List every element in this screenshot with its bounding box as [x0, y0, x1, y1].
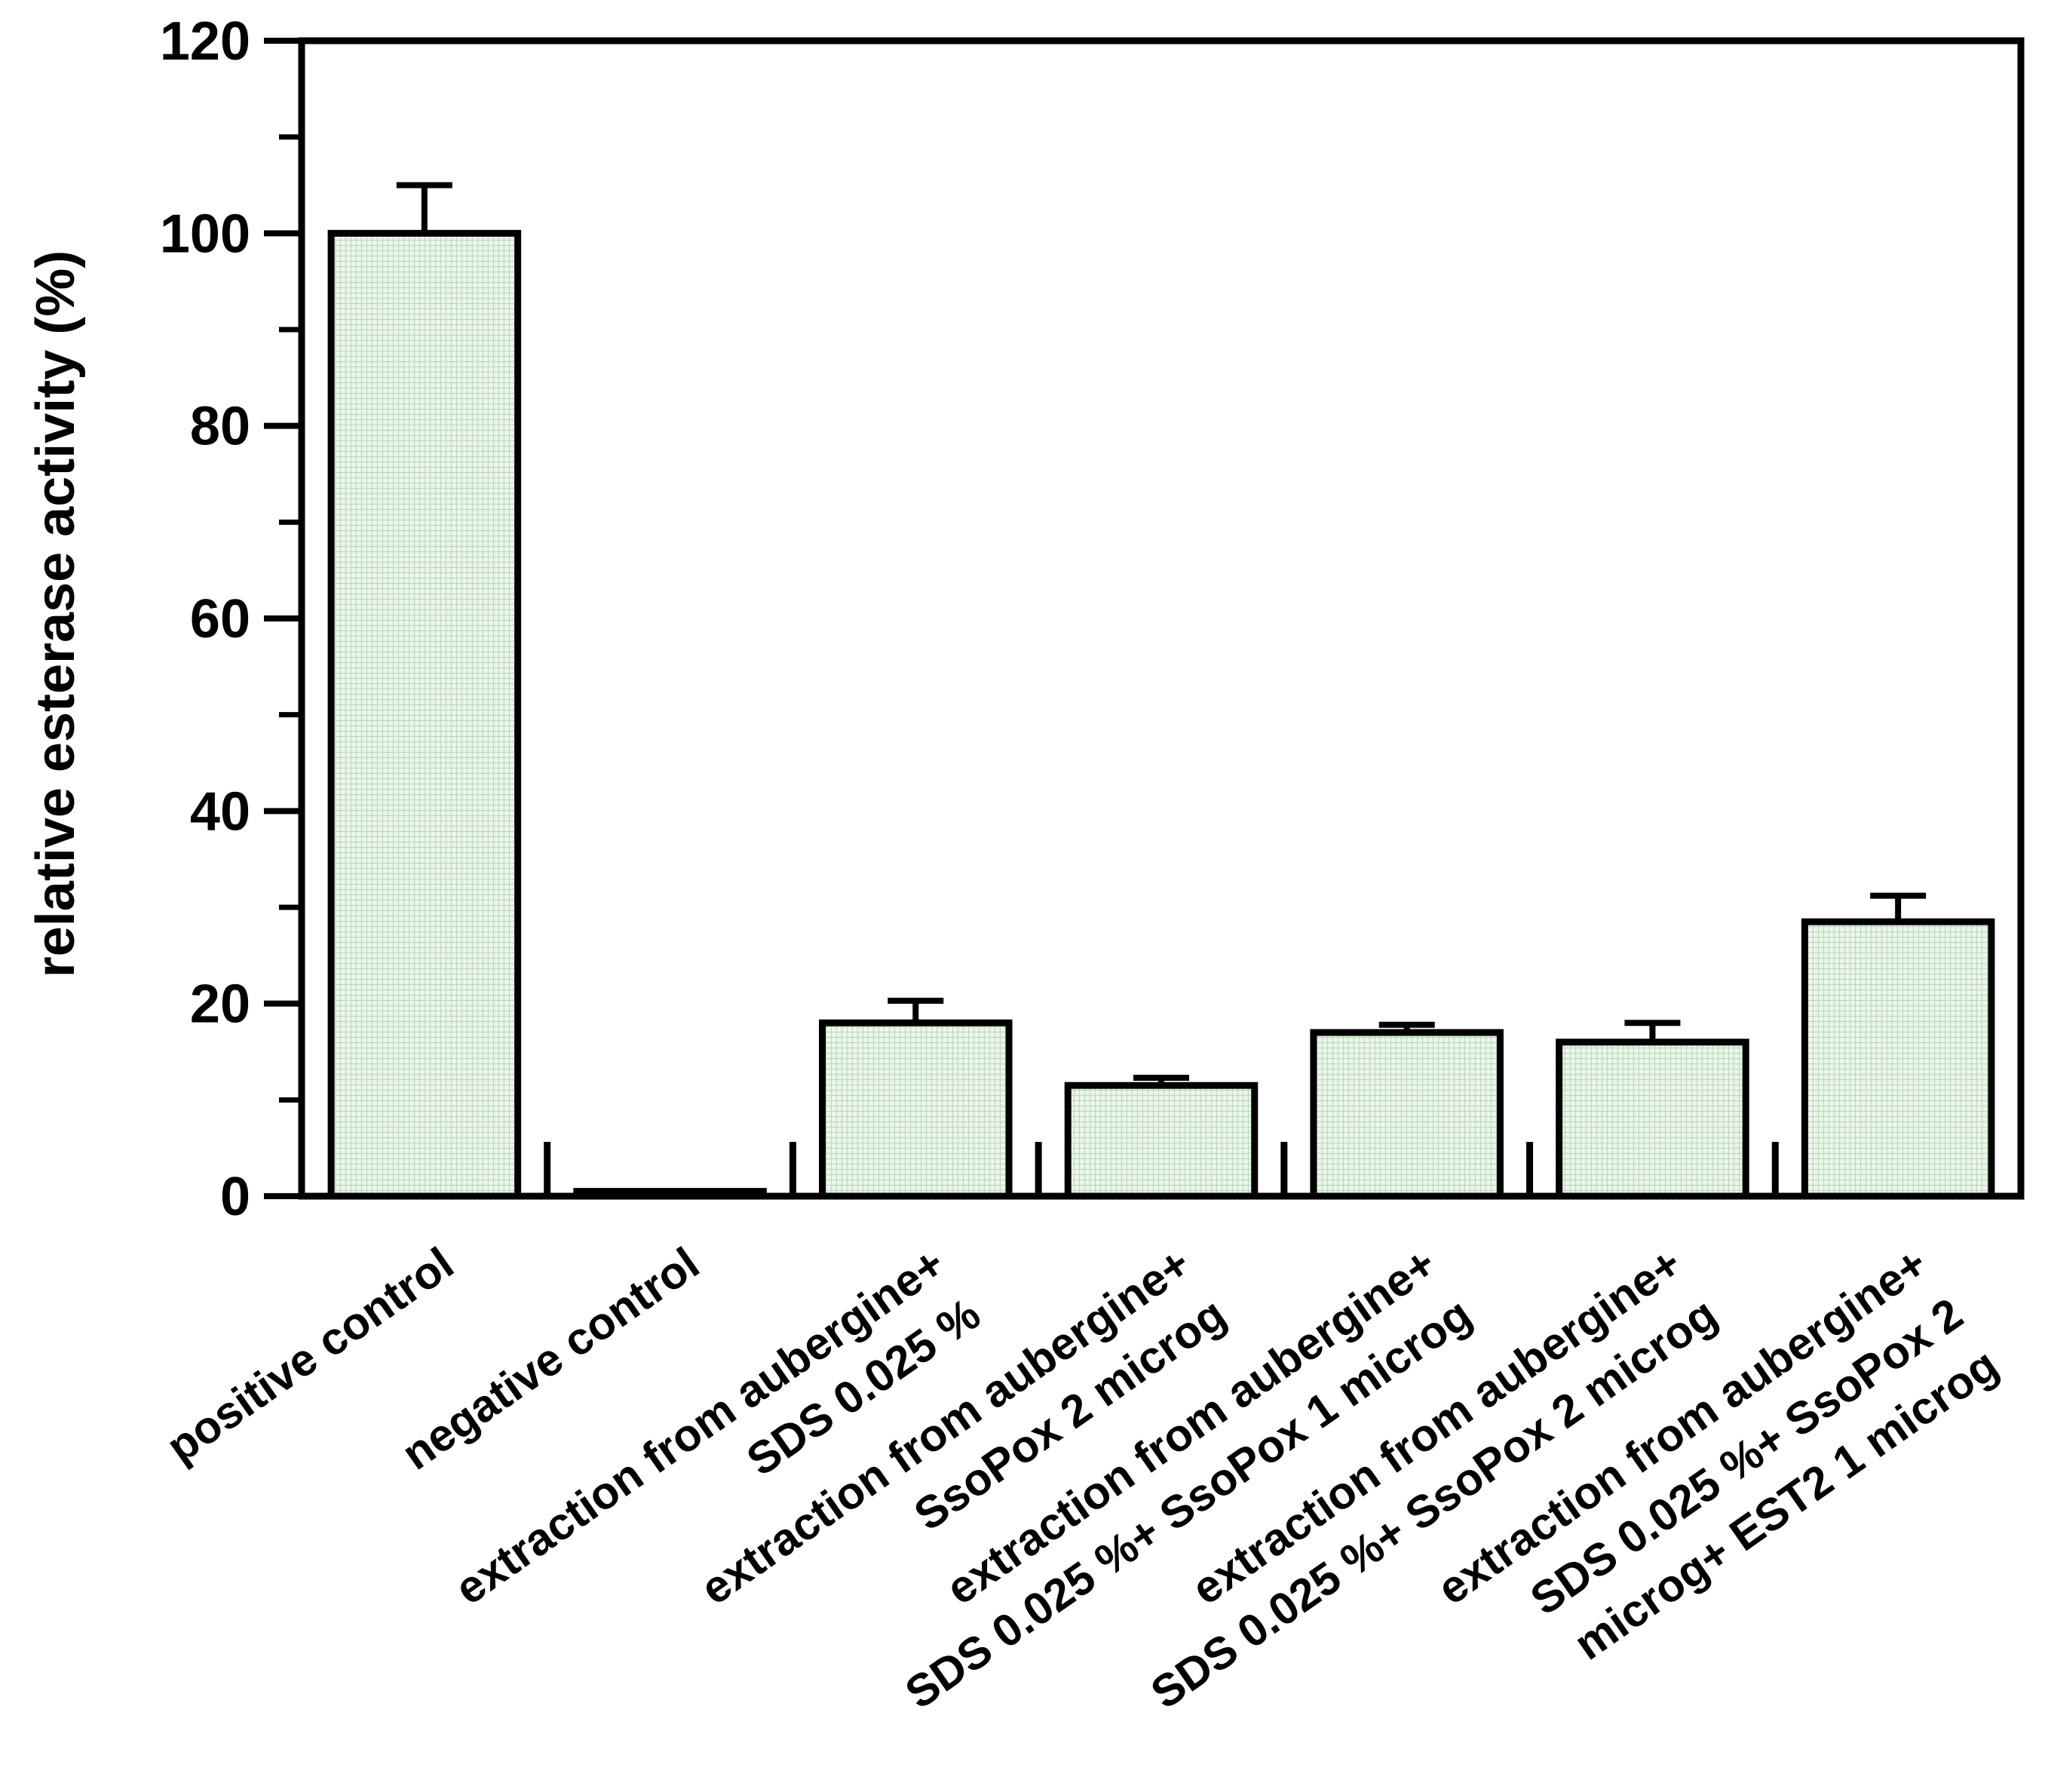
y-tick-label: 60 — [190, 589, 250, 649]
bar — [819, 1019, 1013, 1200]
bar — [1801, 918, 1995, 1200]
x-label-line: extraction from aubergine+ — [446, 1238, 953, 1615]
bar — [1310, 1029, 1504, 1200]
bar — [1064, 1082, 1259, 1200]
y-tick-label: 80 — [190, 397, 250, 457]
y-tick-label: 20 — [190, 974, 250, 1035]
y-tick-label: 40 — [190, 781, 250, 842]
y-axis-label: relative esterase activity (%) — [26, 250, 86, 978]
bar — [1556, 1039, 1749, 1200]
y-tick-label: 0 — [220, 1167, 250, 1227]
bar — [573, 1188, 767, 1200]
bar — [327, 229, 522, 1200]
y-axis: 0 20 40 60 80 100 120 — [160, 11, 302, 1227]
y-tick-label: 100 — [160, 204, 250, 264]
plot-frame — [298, 37, 2025, 1200]
y-tick-label: 120 — [160, 11, 250, 72]
error-bars — [396, 182, 1927, 1086]
plot-border — [298, 37, 2025, 1200]
bars — [327, 229, 1995, 1200]
